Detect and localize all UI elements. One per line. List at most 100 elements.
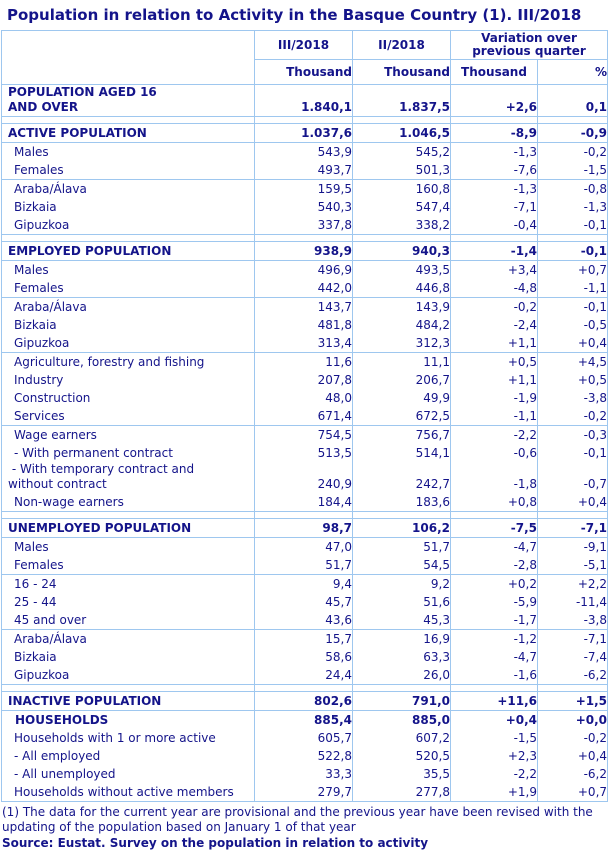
unit-thousand-current: Thousand: [254, 59, 353, 85]
table-row: - With permanent contract 513,5 514,1 -0,6-…: [1, 444, 609, 462]
table-row: Construction 48,0 49,9 -1,9 -3,8: [1, 389, 609, 407]
value-cell: -0,7: [536, 462, 609, 493]
table-row: Gipuzkoa 313,4 312,3 +1,1 +0,4: [1, 334, 609, 353]
table-row: Bizkaia 481,8 484,2 -2,4 -0,5: [1, 316, 609, 334]
value-cell: 337,8: [254, 216, 353, 235]
row-label: Services: [1, 407, 255, 426]
value-cell: -1,1: [450, 407, 538, 426]
value-cell: 48,0: [254, 389, 353, 407]
value-cell: -5,9: [450, 593, 538, 611]
value-cell: 63,3: [352, 648, 451, 666]
value-cell: 493,7: [254, 161, 353, 180]
value-cell: 45,3: [352, 611, 451, 630]
value-cell: -0,8: [536, 179, 609, 198]
page-title: Population in relation to Activity in th…: [7, 6, 582, 24]
row-label: EMPLOYED POPULATION: [1, 241, 255, 261]
value-cell: -1,2: [450, 629, 538, 648]
spacer-cell: [536, 234, 609, 242]
value-cell: 484,2: [352, 316, 451, 334]
spacer-cell: [1, 116, 255, 124]
value-cell: -0,5: [536, 316, 609, 334]
row-label: INACTIVE POPULATION: [1, 691, 255, 711]
value-cell: -2,8: [450, 556, 538, 575]
value-cell: 802,6: [254, 691, 353, 711]
row-label: Agriculture, forestry and fishing: [1, 352, 255, 371]
row-label: Bizkaia: [1, 198, 255, 216]
value-cell: 45,7: [254, 593, 353, 611]
value-cell: -9,1: [536, 537, 609, 556]
value-cell: 756,7: [352, 425, 451, 444]
value-cell: +0,7: [536, 783, 609, 802]
value-cell: 442,0: [254, 279, 353, 298]
value-cell: -1,3: [450, 179, 538, 198]
spacer-cell: [536, 116, 609, 124]
value-cell: -1,4: [450, 241, 538, 261]
row-label: Households without active members: [1, 783, 255, 802]
value-cell: 240,9: [254, 462, 353, 493]
value-cell: 16,9: [352, 629, 451, 648]
value-cell: 885,4: [254, 710, 353, 729]
row-label: Gipuzkoa: [1, 334, 255, 353]
table-row: - All unemployed 33,3 35,5 -2,2 -6,2: [1, 765, 609, 783]
row-label: Males: [1, 142, 255, 161]
section-row: INACTIVE POPULATION 802,6 791,0 +11,6 +1,5: [1, 691, 609, 711]
value-cell: 51,6: [352, 593, 451, 611]
value-cell: 47,0: [254, 537, 353, 556]
table-row: Households without active members 279,7 27…: [1, 783, 609, 802]
table-row: - All employed 522,8 520,5 +2,3 +0,4: [1, 747, 609, 765]
value-cell: -7,5: [450, 518, 538, 538]
value-cell: -7,1: [536, 518, 609, 538]
row-label: - All unemployed: [1, 765, 255, 783]
value-cell: 607,2: [352, 729, 451, 747]
header-current-quarter: III/2018: [254, 30, 353, 60]
value-cell: -1,1: [536, 279, 609, 298]
value-cell: -4,7: [450, 537, 538, 556]
value-cell: 313,4: [254, 334, 353, 353]
table-row: Males 47,0 51,7 -4,7 -9,1: [1, 537, 609, 556]
value-cell: -3,8: [536, 389, 609, 407]
spacer-cell: [450, 234, 538, 242]
value-cell: 501,3: [352, 161, 451, 180]
spacer-cell: [254, 234, 353, 242]
value-cell: 35,5: [352, 765, 451, 783]
value-cell: -4,7: [450, 648, 538, 666]
row-label: 16 - 24: [1, 574, 255, 593]
value-cell: -3,8: [536, 611, 609, 630]
value-cell: 143,9: [352, 297, 451, 316]
value-cell: -0,6: [450, 444, 538, 462]
value-cell: +0,2: [450, 574, 538, 593]
value-cell: 312,3: [352, 334, 451, 353]
value-cell: 279,7: [254, 783, 353, 802]
row-label: Females: [1, 161, 255, 180]
value-cell: -1,8: [450, 462, 538, 493]
value-cell: +0,4: [536, 747, 609, 765]
value-cell: 160,8: [352, 179, 451, 198]
value-cell: -1,6: [450, 666, 538, 685]
row-label: Araba/Álava: [1, 629, 255, 648]
unit-thousand-variation: Thousand: [450, 59, 538, 85]
spacer-cell: [1, 684, 255, 692]
row-label: - With permanent contract: [1, 444, 255, 462]
value-cell: -8,9: [450, 123, 538, 143]
row-label: 45 and over: [1, 611, 255, 630]
row-label: 25 - 44: [1, 593, 255, 611]
value-cell: 938,9: [254, 241, 353, 261]
value-cell: -0,1: [536, 444, 609, 462]
table-row: Bizkaia 540,3 547,4 -7,1 -1,3: [1, 198, 609, 216]
value-cell: -0,2: [536, 407, 609, 426]
table-row: 45 and over 43,6 45,3 -1,7 -3,8: [1, 611, 609, 630]
value-cell: 15,7: [254, 629, 353, 648]
section-row: ACTIVE POPULATION 1.037,6 1.046,5 -8,9 -0,9: [1, 123, 609, 143]
value-cell: -1,9: [450, 389, 538, 407]
spacer-row: [1, 234, 609, 242]
value-cell: 671,4: [254, 407, 353, 426]
table-row: Wage earners 754,5 756,7 -2,2 -0,3: [1, 425, 609, 444]
table-row: Araba/Álava 15,7 16,9 -1,2 -7,1: [1, 629, 609, 648]
table-row: Males 543,9 545,2 -1,3 -0,2: [1, 142, 609, 161]
value-cell: -1,7: [450, 611, 538, 630]
row-label: UNEMPLOYED POPULATION: [1, 518, 255, 538]
value-cell: +11,6: [450, 691, 538, 711]
unit-percent: %: [536, 59, 609, 85]
value-cell: 159,5: [254, 179, 353, 198]
table-row: Industry 207,8 206,7 +1,1 +0,5: [1, 371, 609, 389]
